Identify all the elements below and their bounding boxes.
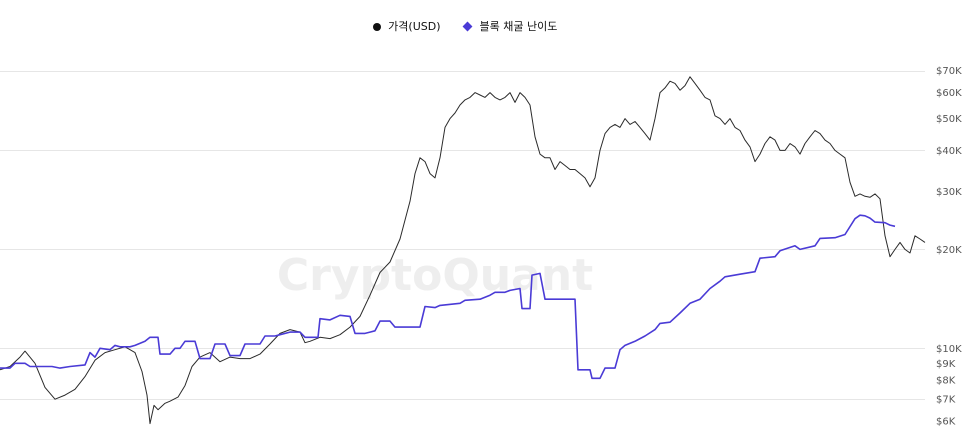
difficulty-series-line [0,214,896,380]
gridlines [0,71,925,400]
diamond-marker-icon [462,21,473,32]
watermark: CryptoQuant [277,250,593,301]
series-lines [0,76,926,425]
legend-item-difficulty[interactable]: 블록 채굴 난이도 [462,18,558,34]
y-tick-label: $10K [936,344,962,355]
legend-item-price[interactable]: 가격(USD) [372,18,441,34]
y-tick-label: $60K [936,88,962,99]
circle-marker-icon [372,23,381,31]
y-tick-label: $8K [936,376,956,387]
y-tick-label: $6K [936,417,956,426]
legend-label-price: 가격(USD) [388,20,441,33]
y-axis-right: $70K $60K $50K $40K $30K $20K $10K $9K $8K $7K $6K [936,66,962,428]
legend-label-difficulty: 블록 채굴 난이도 [479,20,558,33]
y-tick-label: $9K [936,359,956,370]
y-tick-label: $70K [936,66,962,77]
y-tick-label: $30K [936,187,962,198]
y-tick-label: $50K [936,114,962,125]
y-tick-label: $20K [936,245,962,256]
legend: 가격(USD) 블록 채굴 난이도 [0,18,930,34]
y-tick-label: $7K [936,395,956,406]
y-tick-label: $40K [936,146,962,157]
